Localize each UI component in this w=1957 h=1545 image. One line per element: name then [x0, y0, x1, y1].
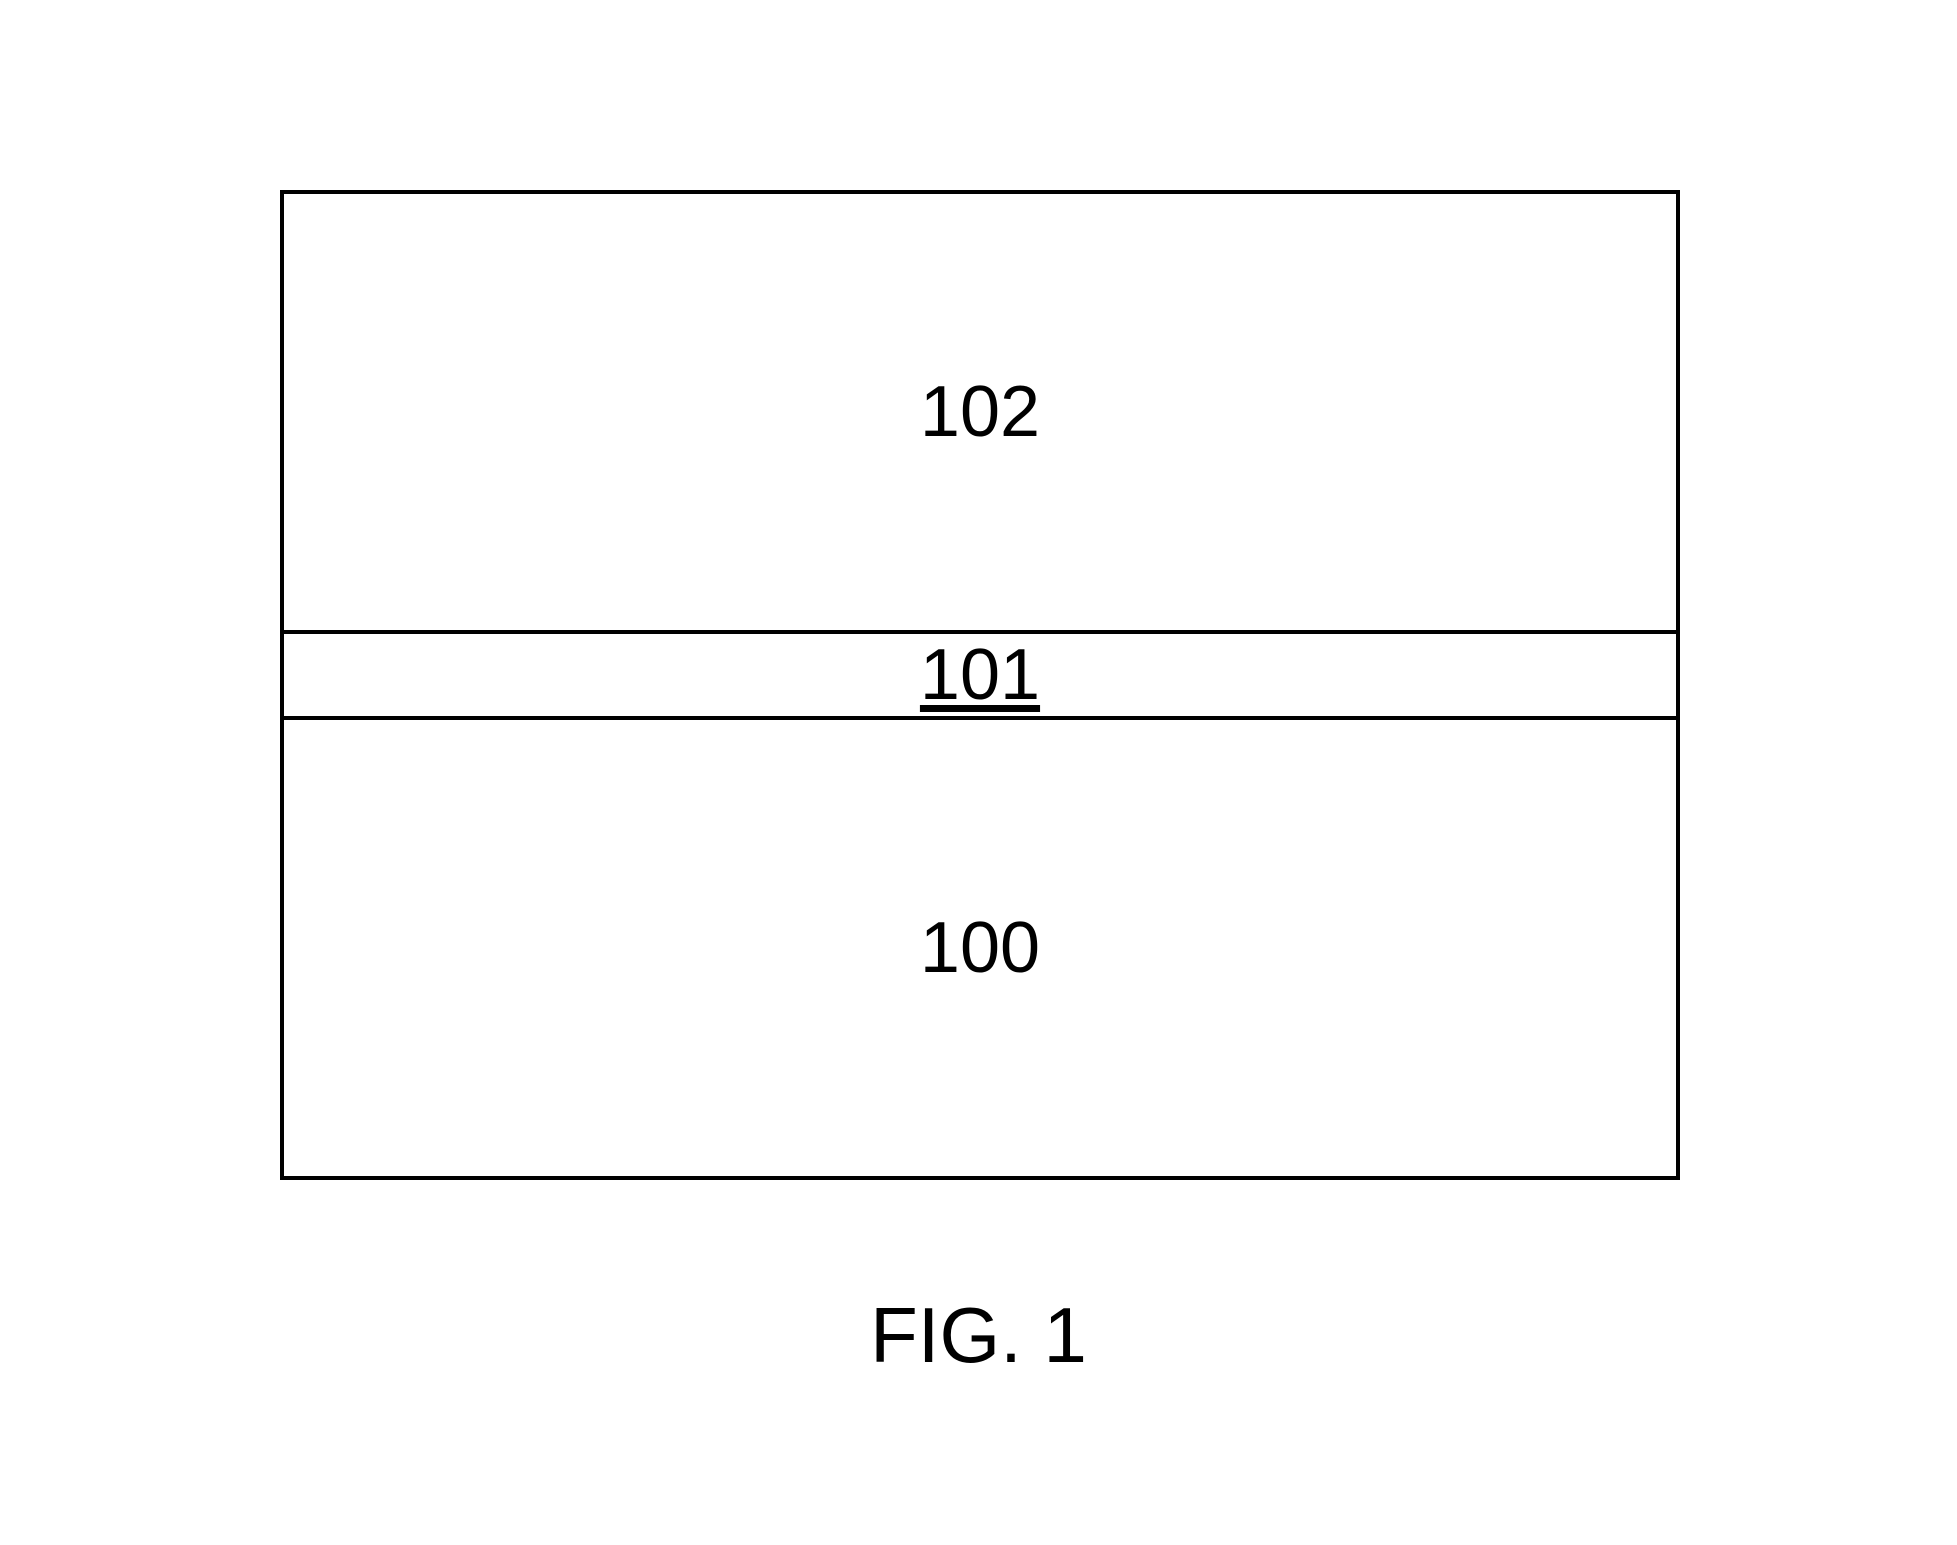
layer-label: 100	[920, 907, 1040, 989]
figure-caption: FIG. 1	[0, 1290, 1957, 1381]
layer-100: 100	[284, 720, 1676, 1176]
layer-diagram: 102 101 100	[280, 190, 1680, 1180]
layer-102: 102	[284, 194, 1676, 634]
layer-label: 102	[920, 371, 1040, 453]
layer-label: 101	[920, 634, 1040, 716]
layer-101: 101	[284, 634, 1676, 720]
